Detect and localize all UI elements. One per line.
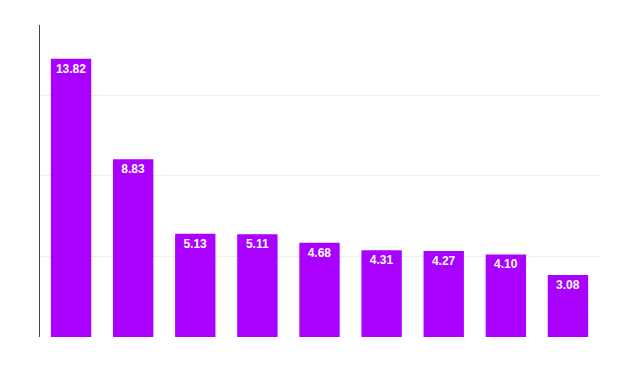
svg-text:4.27: 4.27 [432,254,456,268]
svg-text:4.10: 4.10 [494,257,518,271]
svg-text:5.13: 5.13 [183,237,207,251]
svg-text:3.08: 3.08 [556,278,580,292]
svg-text:4.68: 4.68 [308,246,332,260]
svg-text:13.82: 13.82 [56,62,86,76]
svg-text:4.31: 4.31 [370,253,394,267]
svg-text:8.83: 8.83 [121,162,145,176]
svg-text:5.11: 5.11 [246,237,269,251]
